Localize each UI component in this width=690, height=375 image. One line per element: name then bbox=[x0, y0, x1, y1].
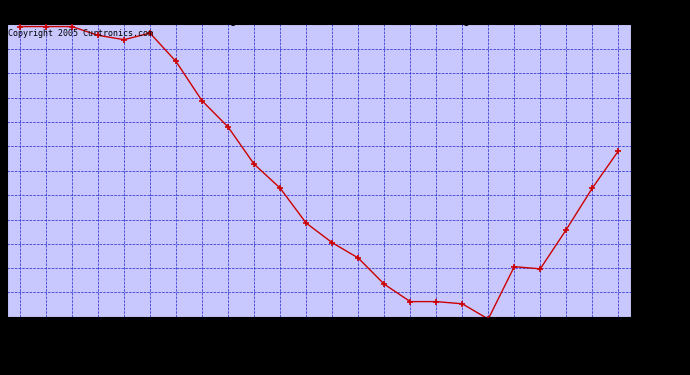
Text: Copyright 2005 Curtronics.com: Copyright 2005 Curtronics.com bbox=[8, 29, 153, 38]
Text: Outside Humidity (Last 24 Hours) Sat May 21 00:00: Outside Humidity (Last 24 Hours) Sat May… bbox=[75, 9, 560, 26]
